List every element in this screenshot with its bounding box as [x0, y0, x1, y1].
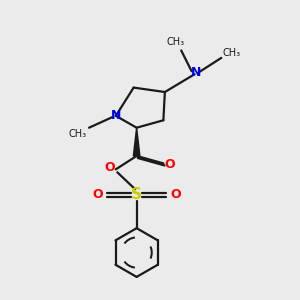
Text: CH₃: CH₃	[68, 129, 86, 139]
Text: O: O	[170, 188, 181, 201]
Polygon shape	[134, 128, 140, 156]
Text: N: N	[111, 109, 121, 122]
Text: N: N	[191, 66, 201, 79]
Text: CH₃: CH₃	[166, 37, 184, 46]
Text: O: O	[104, 161, 115, 174]
Text: CH₃: CH₃	[223, 48, 241, 59]
Text: O: O	[92, 188, 103, 201]
Text: O: O	[164, 158, 175, 171]
Text: S: S	[131, 187, 142, 202]
